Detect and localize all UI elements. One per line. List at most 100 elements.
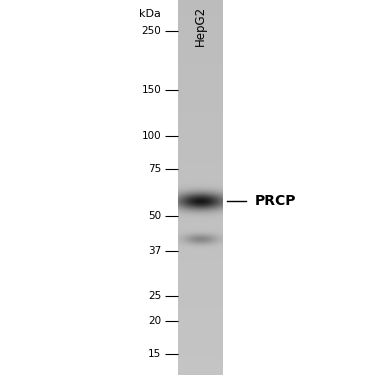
Bar: [178, 148, 223, 150]
Text: 250: 250: [141, 26, 161, 36]
Bar: [178, 251, 223, 253]
Bar: [178, 48, 223, 51]
Bar: [178, 144, 223, 146]
Bar: [178, 88, 223, 90]
Bar: [178, 180, 223, 182]
Bar: [178, 296, 223, 298]
Bar: [178, 200, 223, 202]
Bar: [178, 206, 223, 208]
Bar: [178, 208, 223, 210]
Bar: [178, 103, 223, 105]
Bar: [178, 211, 223, 214]
Bar: [178, 307, 223, 309]
Bar: [178, 213, 223, 216]
Bar: [178, 345, 223, 347]
Bar: [178, 195, 223, 197]
Bar: [178, 341, 223, 343]
Bar: [178, 313, 223, 315]
Bar: [178, 11, 223, 13]
Bar: [178, 326, 223, 328]
Bar: [178, 133, 223, 135]
Bar: [178, 365, 223, 368]
Bar: [178, 236, 223, 238]
Bar: [178, 198, 223, 201]
Bar: [178, 112, 223, 114]
Bar: [178, 247, 223, 249]
Bar: [178, 309, 223, 311]
Bar: [178, 84, 223, 86]
Bar: [178, 135, 223, 137]
Bar: [178, 185, 223, 188]
Bar: [178, 337, 223, 339]
Bar: [178, 93, 223, 96]
Bar: [178, 288, 223, 291]
Bar: [178, 65, 223, 68]
Bar: [178, 75, 223, 77]
Bar: [178, 125, 223, 128]
Bar: [178, 82, 223, 84]
Bar: [178, 165, 223, 167]
Bar: [178, 3, 223, 6]
Bar: [178, 161, 223, 163]
Bar: [178, 283, 223, 285]
Bar: [178, 371, 223, 373]
Bar: [178, 303, 223, 306]
Bar: [178, 204, 223, 206]
Bar: [178, 253, 223, 255]
Bar: [178, 142, 223, 144]
Bar: [178, 58, 223, 60]
Bar: [178, 294, 223, 296]
Bar: [178, 335, 223, 338]
Bar: [178, 320, 223, 322]
Bar: [178, 228, 223, 231]
Text: kDa: kDa: [140, 9, 161, 19]
Bar: [178, 360, 223, 362]
Bar: [178, 305, 223, 308]
Bar: [178, 157, 223, 159]
Bar: [178, 116, 223, 118]
Bar: [178, 217, 223, 219]
Bar: [178, 232, 223, 234]
Bar: [178, 356, 223, 358]
Text: 15: 15: [148, 350, 161, 359]
Bar: [178, 240, 223, 242]
Bar: [178, 270, 223, 272]
Bar: [178, 196, 223, 199]
Bar: [178, 37, 223, 39]
Bar: [178, 97, 223, 99]
Bar: [178, 362, 223, 364]
Bar: [178, 138, 223, 141]
Bar: [178, 152, 223, 154]
Bar: [178, 311, 223, 313]
Bar: [178, 35, 223, 38]
Bar: [178, 367, 223, 369]
Bar: [178, 63, 223, 66]
Bar: [178, 86, 223, 88]
Bar: [178, 153, 223, 156]
Bar: [178, 45, 223, 47]
Bar: [178, 131, 223, 133]
Bar: [178, 13, 223, 15]
Bar: [178, 172, 223, 174]
Bar: [178, 76, 223, 79]
Bar: [178, 230, 223, 232]
Bar: [178, 71, 223, 73]
Bar: [178, 123, 223, 126]
Bar: [178, 56, 223, 58]
Bar: [178, 22, 223, 24]
Bar: [178, 176, 223, 178]
Bar: [178, 330, 223, 332]
Bar: [178, 369, 223, 371]
Bar: [178, 249, 223, 251]
Bar: [178, 262, 223, 264]
Bar: [178, 245, 223, 248]
Bar: [178, 339, 223, 341]
Bar: [178, 46, 223, 49]
Bar: [178, 260, 223, 262]
Bar: [178, 363, 223, 366]
Bar: [178, 358, 223, 360]
Bar: [178, 315, 223, 317]
Bar: [178, 302, 223, 304]
Bar: [178, 15, 223, 17]
Bar: [178, 0, 223, 2]
